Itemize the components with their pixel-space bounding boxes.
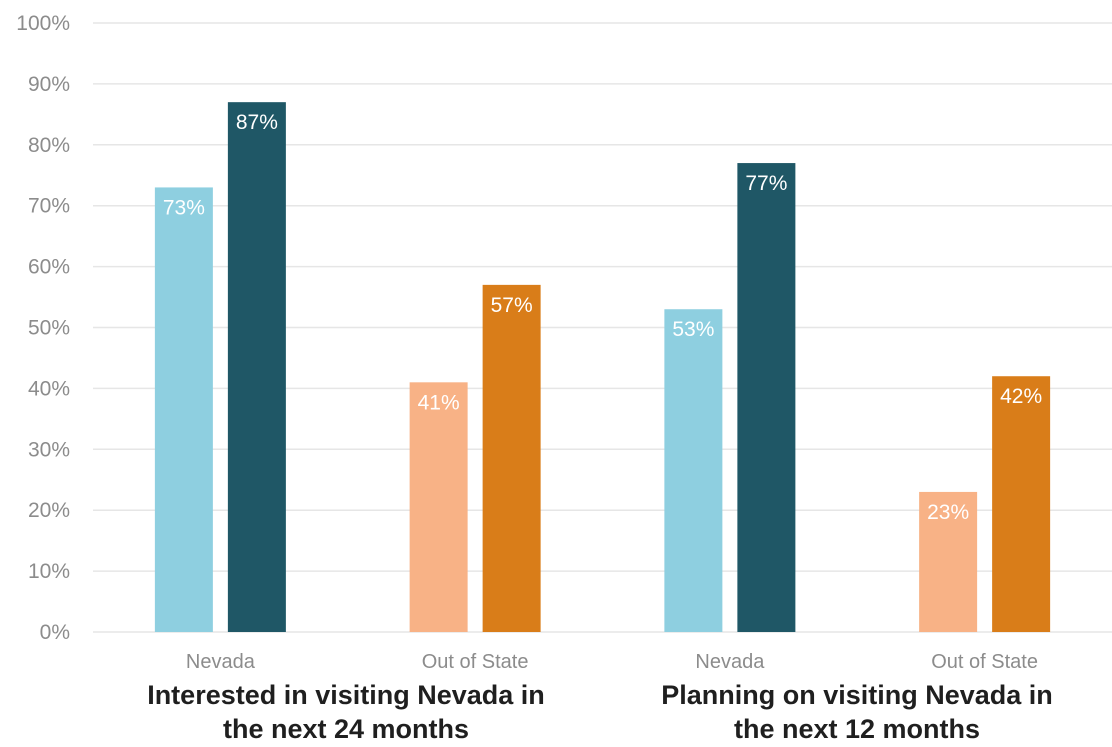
category-label: Nevada bbox=[695, 651, 765, 673]
y-tick-label: 70% bbox=[28, 195, 70, 218]
group-label-1-line-1: Interested in visiting Nevada in bbox=[147, 680, 545, 710]
data-label: 41% bbox=[418, 391, 460, 414]
y-tick-label: 80% bbox=[28, 134, 70, 157]
bar bbox=[227, 102, 286, 633]
y-tick-label: 20% bbox=[28, 499, 70, 522]
group-labels: Interested in visiting Nevada in the nex… bbox=[147, 680, 1053, 744]
y-tick-label: 0% bbox=[40, 621, 70, 644]
bar bbox=[919, 491, 978, 632]
y-tick-label: 40% bbox=[28, 377, 70, 400]
bars bbox=[154, 102, 1051, 633]
group-label-1-line-2: the next 24 months bbox=[223, 714, 469, 744]
bar bbox=[482, 284, 541, 632]
bar bbox=[992, 376, 1051, 632]
y-tick-label: 10% bbox=[28, 560, 70, 583]
bar bbox=[154, 187, 213, 632]
group-label-2-line-1: Planning on visiting Nevada in bbox=[661, 680, 1053, 710]
bar bbox=[664, 309, 723, 632]
data-label: 53% bbox=[672, 318, 714, 341]
y-tick-label: 100% bbox=[16, 12, 70, 35]
category-label: Out of State bbox=[931, 651, 1038, 673]
y-axis-ticks: 0% 10% 20% 30% 40% 50% 60% 70% 80% 90% 100% bbox=[16, 12, 70, 644]
y-tick-label: 90% bbox=[28, 73, 70, 96]
y-tick-label: 50% bbox=[28, 317, 70, 340]
data-label: 42% bbox=[1000, 385, 1042, 408]
data-label: 77% bbox=[745, 172, 787, 195]
category-label: Nevada bbox=[186, 651, 256, 673]
bar bbox=[737, 163, 796, 632]
category-labels: Nevada Out of State Nevada Out of State bbox=[186, 651, 1038, 673]
data-labels: 73% 87% 41% 57% 53% 77% 23% 42% bbox=[163, 111, 1042, 524]
group-label-2-line-2: the next 12 months bbox=[734, 714, 980, 744]
y-tick-label: 30% bbox=[28, 438, 70, 461]
data-label: 73% bbox=[163, 196, 205, 219]
y-tick-label: 60% bbox=[28, 256, 70, 279]
category-label: Out of State bbox=[422, 651, 529, 673]
data-label: 87% bbox=[236, 111, 278, 134]
data-label: 23% bbox=[927, 501, 969, 524]
bar bbox=[409, 382, 468, 632]
data-label: 57% bbox=[491, 294, 533, 317]
